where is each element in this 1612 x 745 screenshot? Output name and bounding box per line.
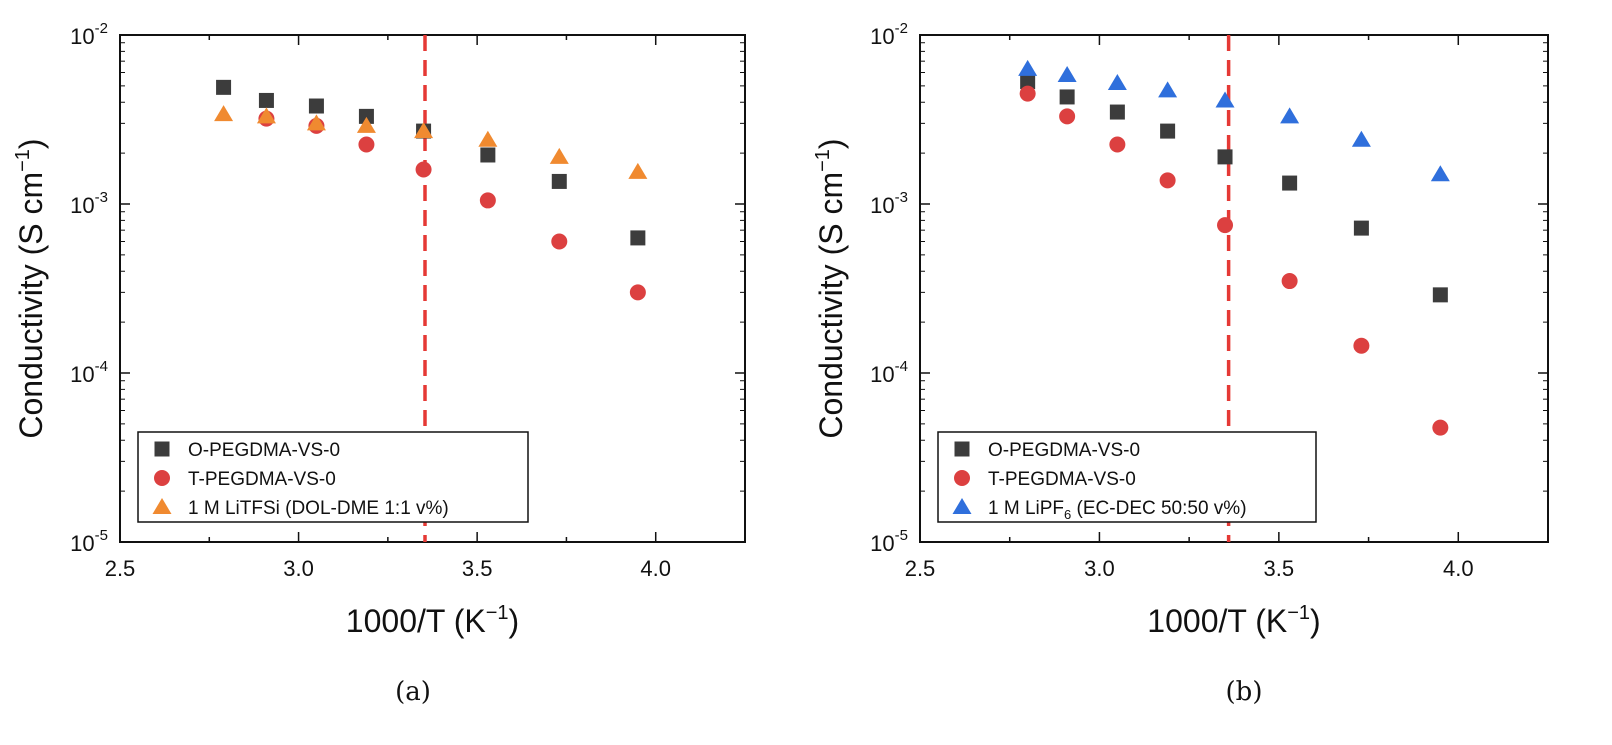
data-point-square [358,108,374,124]
data-point-triangle [1280,107,1300,124]
data-point-square [1217,149,1233,165]
y-tick-label: 10-4 [70,358,108,387]
plot-frame [919,34,1549,543]
y-tick-label: 10-3 [70,189,108,218]
data-point-triangle [1018,59,1038,76]
plot-frame [119,34,746,543]
data-point-circle [551,233,568,250]
data-point-square [630,230,646,246]
data-point-triangle [214,105,234,122]
legend-marker [954,441,970,457]
data-point-square [1020,74,1036,90]
data-point-circle [1159,172,1176,189]
data-point-circle [1019,85,1036,102]
legend-marker [952,498,972,514]
x-tick-label: 2.5 [905,556,936,581]
data-point-triangle [549,147,569,164]
x-tick-label: 3.0 [1084,556,1115,581]
legend-marker [152,498,172,514]
data-point-triangle [1057,65,1077,82]
data-point-circle [1353,337,1370,354]
data-point-square [1160,123,1176,139]
y-tick-label: 10-5 [70,527,108,556]
data-point-circle [358,136,375,153]
x-tick-label: 4.0 [640,556,671,581]
legend-label: O-PEGDMA-VS-0 [188,440,340,461]
data-point-square [1353,220,1369,236]
data-point-square [1432,287,1448,303]
data-point-square [216,79,232,95]
legend-marker [154,470,170,486]
series-3 [1018,59,1450,182]
x-tick-label: 3.5 [1264,556,1295,581]
x-tick-label: 3.5 [462,556,493,581]
data-point-circle [415,161,432,178]
data-point-triangle [1430,165,1450,182]
legend-label: O-PEGDMA-VS-0 [988,440,1140,461]
data-point-triangle [1215,91,1235,108]
y-tick-label: 10-3 [870,189,908,218]
data-point-square [480,147,496,163]
chart-panel-a: 2.5 3.0 3.5 4.0 10-5 10-4 10-3 10-2 1000/T (K−1)… [12,20,746,639]
data-point-circle [629,284,646,301]
data-point-square [1059,89,1075,105]
series-3 [214,105,648,179]
series-2 [1019,85,1449,436]
data-point-circle [479,192,496,209]
chart-panel-b: 2.5 3.0 3.5 4.0 10-5 10-4 10-3 10-2 1000/T (K−1)… [812,20,1549,639]
data-point-square [1109,104,1125,120]
x-tick-label: 3.0 [283,556,314,581]
legend-label: 1 M LiTFSi (DOL-DME 1:1 v%) [188,498,449,519]
data-point-triangle [1107,73,1127,90]
x-tick-label: 4.0 [1443,556,1474,581]
legend-label: T-PEGDMA-VS-0 [188,469,336,490]
x-axis-label: 1000/T (K−1) [346,602,519,639]
data-point-triangle [1158,81,1178,98]
legend-label: 1 M LiPF6 (EC-DEC 50:50 v%) [988,498,1247,522]
data-point-triangle [628,162,648,179]
data-point-square [551,173,567,189]
data-point-square [308,98,324,114]
panel-caption: (b) [1226,677,1263,707]
data-point-triangle [306,114,326,131]
series-1 [216,79,646,246]
legend: O-PEGDMA-VS-0 T-PEGDMA-VS-0 1 M LiPF6 (EC-… [937,431,1317,523]
y-tick-label: 10-2 [870,20,908,49]
data-point-circle [1109,136,1126,153]
y-tick-label: 10-4 [870,358,908,387]
data-point-square [258,92,274,108]
data-point-square [1282,175,1298,191]
legend-box [937,431,1317,523]
data-point-circle [1432,419,1449,436]
data-point-circle [1059,108,1076,125]
x-axis-label: 1000/T (K−1) [1147,602,1320,639]
series-1 [1020,74,1448,303]
y-tick-label: 10-2 [70,20,108,49]
legend: O-PEGDMA-VS-0 T-PEGDMA-VS-0 1 M LiTFSi (DO… [137,431,529,523]
y-axis-label: Conductivity (S cm−1) [812,138,849,438]
data-point-triangle [478,130,498,147]
legend-marker [954,470,970,486]
data-point-triangle [256,107,276,124]
panel-caption: (a) [395,677,431,707]
legend-label: T-PEGDMA-VS-0 [988,469,1136,490]
x-tick-label: 2.5 [105,556,136,581]
legend-marker [154,441,170,457]
y-axis-label: Conductivity (S cm−1) [12,138,49,438]
series-2 [258,110,646,301]
y-tick-label: 10-5 [870,527,908,556]
data-point-triangle [414,122,434,139]
data-point-triangle [356,116,376,133]
data-point-triangle [1351,130,1371,147]
data-point-circle [1281,273,1298,290]
data-point-circle [1217,217,1234,234]
legend-box [137,431,529,523]
